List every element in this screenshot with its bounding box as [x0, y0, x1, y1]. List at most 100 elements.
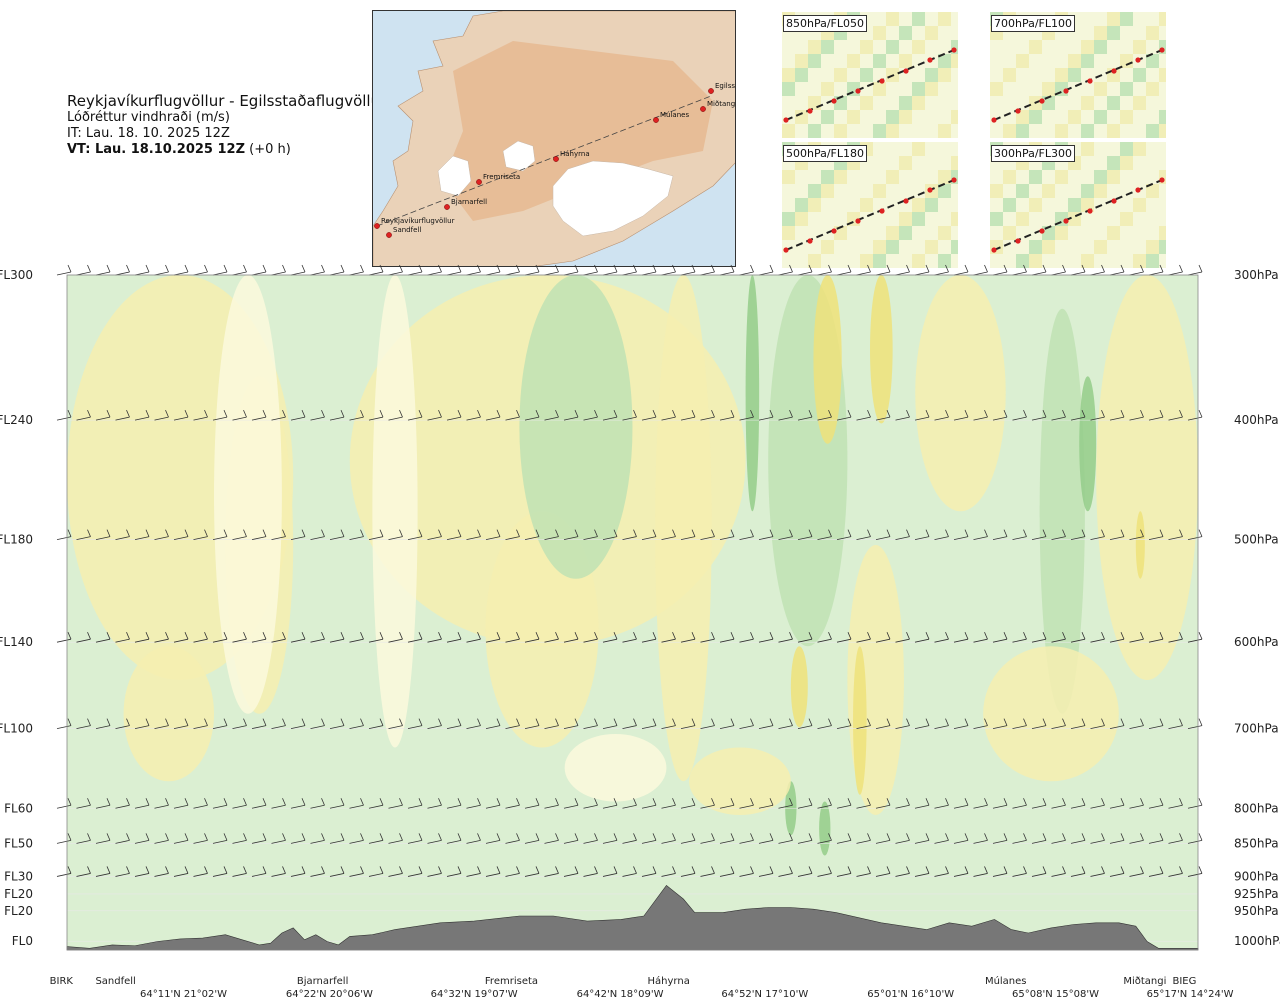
wind-barb-shaft: [329, 638, 345, 643]
inset-cell: [834, 40, 847, 54]
chart-subtitle: Lóðréttur vindhraði (m/s): [67, 110, 230, 125]
wind-barb-feather: [574, 718, 579, 726]
wind-barb-feather: [1081, 264, 1086, 273]
wind-barb-shaft: [797, 638, 813, 643]
wind-barb: [290, 264, 306, 276]
wind-barb: [739, 718, 754, 729]
wind-barb: [76, 264, 91, 276]
wind-barb: [661, 833, 676, 844]
inset-cell: [873, 26, 886, 40]
wind-barb-shaft: [427, 271, 442, 276]
wind-barb: [973, 264, 988, 276]
wind-barb: [778, 718, 793, 729]
inset-cell: [1055, 124, 1068, 138]
wind-barb-shaft: [817, 638, 832, 643]
wind-barb-feather: [438, 632, 442, 640]
inset-cell: [1146, 254, 1159, 268]
wind-barb: [56, 409, 72, 421]
inset-cell: [1003, 82, 1016, 96]
inset-waypoint: [1015, 238, 1021, 244]
wind-barb-shaft: [680, 536, 696, 540]
wind-barb-shaft: [758, 271, 774, 276]
inset-cell: [1016, 226, 1029, 240]
wind-barb-feather: [672, 798, 676, 806]
wind-barb-feather: [418, 632, 423, 640]
wind-barb-shaft: [544, 725, 559, 729]
wind-barb-shaft: [739, 804, 754, 809]
wind-barb-feather: [847, 632, 852, 640]
inset-cell: [873, 54, 886, 68]
wind-barb-feather: [555, 264, 559, 273]
pressure-label-5: 800hPa: [1234, 801, 1279, 815]
wind-barb-shaft: [622, 804, 637, 809]
wind-barb-feather: [1101, 798, 1105, 806]
inset-cell: [899, 96, 912, 110]
flight-level-labels: FL300FL240FL180FL140FL100FL60FL50FL30FL2…: [0, 268, 33, 948]
wind-barb: [388, 529, 403, 540]
inset-cell: [1107, 156, 1120, 170]
inset-cell: [886, 142, 899, 156]
inset-cell: [1042, 184, 1055, 198]
wind-barb: [797, 718, 813, 729]
wind-barb-feather: [750, 409, 754, 418]
wind-barb-feather: [1062, 264, 1066, 273]
wind-barb-shaft: [875, 873, 891, 877]
wind-barb-feather: [711, 798, 715, 806]
wind-barb-shaft: [797, 725, 813, 729]
wind-barb-shaft: [310, 725, 325, 729]
wind-barb: [758, 798, 774, 809]
inset-cell: [808, 254, 821, 268]
wind-barb-feather: [984, 409, 988, 418]
inset-cell: [795, 54, 808, 68]
wind-barb-feather: [1179, 529, 1183, 537]
wind-barb: [466, 798, 481, 809]
wind-barb: [466, 833, 481, 844]
inset-cell: [1016, 82, 1029, 96]
place-label-7: BIEG: [1172, 976, 1196, 987]
wind-barb: [76, 833, 91, 844]
wind-barb-shaft: [856, 725, 871, 729]
wind-barb-feather: [1023, 866, 1027, 874]
wind-barb: [544, 866, 559, 877]
inset-cell: [1107, 142, 1120, 156]
wind-barb: [368, 264, 384, 276]
wind-barb-shaft: [134, 536, 150, 540]
wind-barb: [602, 632, 618, 643]
inset-cell: [951, 212, 958, 226]
wind-barb: [856, 866, 871, 877]
wind-barb-shaft: [212, 804, 228, 809]
wind-barb-shaft: [700, 873, 715, 877]
inset-cell: [1003, 170, 1016, 184]
wind-barb: [817, 798, 832, 809]
inset-cell: [1094, 26, 1107, 40]
wind-barb-shaft: [173, 271, 189, 276]
wind-barb-feather: [1159, 264, 1164, 273]
wind-barb-shaft: [212, 638, 228, 643]
wind-barb: [173, 718, 189, 729]
wind-barb: [485, 409, 501, 421]
wind-barb: [680, 798, 696, 809]
inset-cell: [1107, 212, 1120, 226]
wind-barb: [622, 632, 637, 643]
wind-barb-shaft: [817, 839, 832, 844]
wind-barb-feather: [145, 833, 150, 841]
wind-barb-shaft: [856, 638, 871, 643]
wind-barb-shaft: [115, 873, 130, 877]
waypoint-dot-6: [708, 88, 714, 94]
inset-cell: [1016, 254, 1029, 268]
wind-barb: [368, 529, 384, 540]
wind-barb-feather: [399, 833, 403, 841]
inset-cell: [1042, 212, 1055, 226]
wind-barb: [368, 866, 384, 877]
wind-barb-feather: [984, 833, 988, 841]
wind-barb-feather: [399, 866, 403, 874]
wind-barb: [505, 409, 520, 421]
inset-cell: [886, 170, 899, 184]
wind-barb-shaft: [602, 725, 618, 729]
wind-barb-feather: [321, 718, 325, 726]
wind-barb: [1109, 264, 1125, 276]
wind-barb-shaft: [914, 804, 930, 809]
pressure-label-3: 600hPa: [1234, 635, 1279, 649]
wind-barb-feather: [126, 529, 130, 537]
wind-barb: [641, 798, 657, 809]
